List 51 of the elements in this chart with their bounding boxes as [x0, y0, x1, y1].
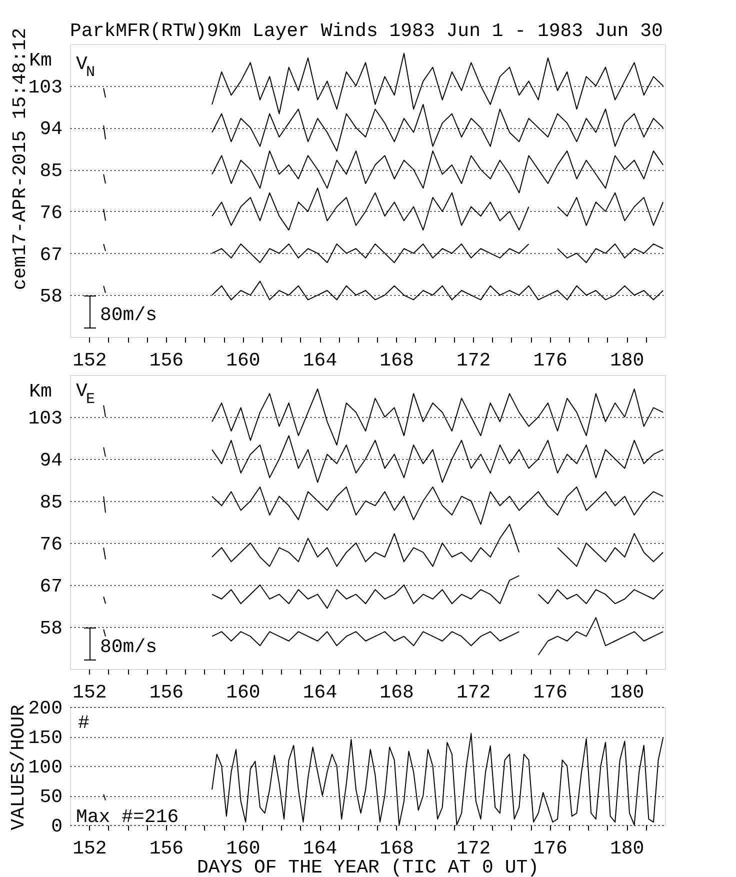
annotation: 80m/s — [100, 636, 158, 658]
x-tick-label: 152 — [72, 350, 107, 372]
x-tick-label: 156 — [149, 350, 184, 372]
x-tick-label: 168 — [380, 350, 414, 372]
x-tick-label: 164 — [302, 838, 338, 860]
y-tick-label: 200 — [28, 698, 62, 720]
y-tick-label: 103 — [28, 76, 62, 98]
x-tick-label: 168 — [380, 682, 414, 704]
x-tick-label: 152 — [72, 838, 107, 860]
y-tick-label: 0 — [51, 816, 62, 838]
x-tick-label: 176 — [533, 350, 568, 372]
annotation: Max #=216 — [76, 806, 179, 828]
x-tick-label: 180 — [610, 838, 644, 860]
x-tick-label: 164 — [302, 682, 338, 704]
x-tick-label: 172 — [456, 350, 491, 372]
x-tick-label: 180 — [610, 350, 644, 372]
x-tick-label: 160 — [226, 350, 260, 372]
annotation: # — [78, 712, 90, 734]
y-tick-label: 50 — [40, 786, 62, 808]
y-tick-label: 85 — [40, 492, 62, 514]
y-tick-label: 67 — [40, 576, 62, 598]
x-axis-title: DAYS OF THE YEAR (TIC AT 0 UT) — [196, 856, 540, 877]
y-tick-label: 76 — [40, 202, 62, 224]
y-tick-label: 58 — [40, 618, 62, 640]
y-tick-label: 150 — [28, 727, 62, 749]
y-tick-label: 76 — [40, 534, 62, 556]
y-axis-title: VALUES/HOUR — [8, 704, 30, 830]
x-tick-label: 176 — [533, 838, 568, 860]
y-tick-label: 103 — [28, 408, 62, 430]
x-tick-label: 164 — [302, 350, 338, 372]
y-tick-label: 67 — [40, 244, 62, 266]
x-tick-label: 172 — [456, 682, 491, 704]
chart-title: ParkMFR(RTW)9Km Layer Winds 1983 Jun 1 - 1983 Jun 30 — [70, 20, 663, 42]
y-tick-label: 85 — [40, 160, 62, 182]
text: cem17-APR-2015 15:48:12 — [9, 28, 31, 290]
y-tick-label: 94 — [40, 118, 62, 140]
x-tick-label: 172 — [456, 838, 491, 860]
y-axis-title: Km — [29, 50, 52, 72]
x-tick-label: 160 — [226, 838, 260, 860]
y-tick-label: 58 — [40, 286, 62, 308]
annotation: 80m/s — [100, 304, 158, 326]
x-tick-label: 168 — [380, 838, 414, 860]
x-tick-label: 152 — [72, 682, 107, 704]
x-tick-label: 176 — [533, 682, 568, 704]
y-axis-title: Km — [29, 380, 52, 402]
y-tick-label: 100 — [28, 756, 62, 778]
x-tick-label: 160 — [226, 682, 260, 704]
x-tick-label: 180 — [610, 682, 644, 704]
x-tick-label: 156 — [149, 682, 184, 704]
y-tick-label: 94 — [40, 450, 62, 472]
x-tick-label: 156 — [149, 838, 184, 860]
